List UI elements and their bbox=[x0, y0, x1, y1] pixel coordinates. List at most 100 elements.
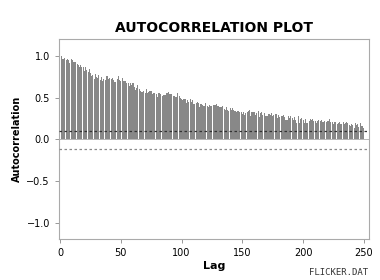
Bar bbox=[254, 112, 255, 139]
Bar bbox=[192, 100, 193, 139]
Bar bbox=[350, 125, 351, 139]
Bar bbox=[154, 93, 155, 139]
Bar bbox=[294, 117, 295, 139]
Bar bbox=[101, 77, 102, 139]
Bar bbox=[176, 97, 177, 139]
Bar bbox=[272, 116, 273, 139]
Bar bbox=[253, 112, 254, 139]
Bar bbox=[276, 115, 277, 139]
Bar bbox=[284, 117, 285, 139]
Bar bbox=[363, 128, 364, 139]
Bar bbox=[285, 120, 287, 139]
Bar bbox=[322, 122, 323, 139]
Bar bbox=[266, 116, 267, 139]
Bar bbox=[202, 105, 203, 139]
Bar bbox=[109, 78, 111, 139]
Bar bbox=[174, 96, 175, 139]
Bar bbox=[180, 98, 181, 139]
Bar bbox=[217, 106, 218, 139]
Bar bbox=[175, 97, 176, 139]
Bar bbox=[329, 119, 330, 139]
Bar bbox=[204, 106, 205, 139]
Bar bbox=[107, 76, 108, 139]
Bar bbox=[102, 81, 103, 139]
Bar bbox=[320, 122, 321, 139]
Bar bbox=[358, 127, 359, 139]
Bar bbox=[135, 90, 136, 139]
Bar bbox=[179, 96, 180, 139]
Bar bbox=[208, 107, 209, 139]
Bar bbox=[162, 96, 163, 139]
Bar bbox=[273, 115, 274, 139]
Bar bbox=[158, 93, 159, 139]
Bar bbox=[343, 122, 344, 139]
Bar bbox=[152, 94, 153, 139]
Bar bbox=[140, 91, 141, 139]
Bar bbox=[258, 111, 259, 139]
Bar bbox=[323, 122, 324, 139]
Bar bbox=[163, 95, 164, 139]
Bar bbox=[255, 115, 256, 139]
Bar bbox=[279, 117, 280, 139]
Bar bbox=[241, 112, 242, 139]
Bar bbox=[328, 121, 329, 139]
Bar bbox=[260, 113, 261, 139]
Bar bbox=[345, 123, 346, 139]
Bar bbox=[95, 74, 96, 139]
Bar bbox=[243, 112, 244, 139]
Bar bbox=[93, 79, 95, 139]
Bar bbox=[250, 116, 251, 139]
Text: FLICKER.DAT: FLICKER.DAT bbox=[309, 268, 369, 277]
Bar bbox=[220, 107, 221, 139]
Bar bbox=[221, 107, 222, 139]
Bar bbox=[362, 125, 363, 139]
Bar bbox=[282, 116, 283, 139]
Bar bbox=[265, 116, 266, 139]
Bar bbox=[317, 121, 318, 139]
Bar bbox=[225, 110, 226, 139]
Bar bbox=[199, 106, 200, 139]
Bar bbox=[256, 113, 257, 139]
Bar bbox=[239, 112, 241, 139]
Bar bbox=[267, 116, 268, 139]
Bar bbox=[311, 120, 312, 139]
Bar bbox=[275, 114, 276, 139]
Bar bbox=[123, 81, 124, 139]
Bar bbox=[182, 100, 183, 139]
Bar bbox=[305, 119, 306, 139]
Bar bbox=[287, 120, 288, 139]
Bar bbox=[193, 104, 194, 139]
Bar bbox=[147, 93, 148, 139]
Bar bbox=[310, 119, 311, 139]
Bar bbox=[291, 118, 293, 139]
Bar bbox=[300, 119, 301, 139]
Bar bbox=[78, 65, 79, 139]
Bar bbox=[309, 121, 310, 139]
Bar bbox=[346, 122, 347, 139]
Bar bbox=[89, 69, 90, 139]
Bar bbox=[356, 125, 357, 139]
Bar bbox=[359, 123, 361, 139]
Bar bbox=[237, 111, 238, 139]
Bar bbox=[137, 85, 138, 139]
Bar bbox=[249, 110, 250, 139]
Bar bbox=[62, 59, 63, 139]
Bar bbox=[196, 103, 197, 139]
Bar bbox=[203, 106, 204, 139]
Bar bbox=[129, 86, 130, 139]
Bar bbox=[353, 128, 355, 139]
Bar bbox=[278, 115, 279, 139]
Bar bbox=[340, 123, 341, 139]
Bar bbox=[120, 81, 121, 139]
Bar bbox=[159, 93, 160, 139]
Bar bbox=[188, 102, 189, 139]
Bar bbox=[79, 67, 80, 139]
Bar bbox=[296, 123, 298, 139]
Bar bbox=[306, 123, 307, 139]
Bar bbox=[119, 80, 120, 139]
Bar bbox=[164, 95, 165, 139]
Bar bbox=[103, 80, 105, 139]
Bar bbox=[90, 73, 91, 139]
Bar bbox=[92, 75, 93, 139]
Bar bbox=[157, 97, 158, 139]
